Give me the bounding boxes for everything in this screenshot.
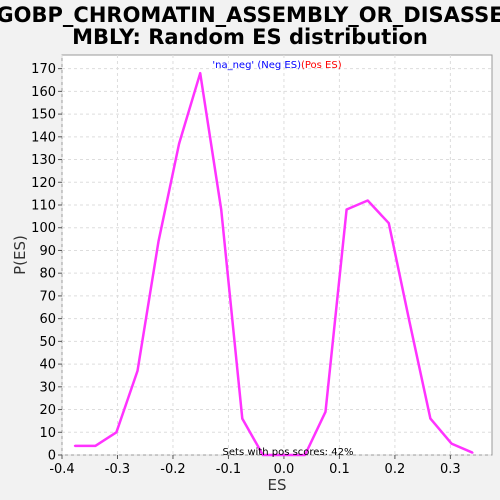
y-tick-label: 150: [31, 108, 56, 123]
data-point: [387, 222, 390, 225]
series-line: [74, 71, 474, 457]
x-tick-label: -0.1: [216, 462, 241, 477]
y-tick-label: 10: [39, 426, 56, 441]
y-tick-label: 0: [48, 449, 56, 464]
axes: 0 10 20 30 40 50 60 70 80 90 100 110 120 130 140 150 160…: [31, 62, 461, 477]
y-tick-label: 140: [31, 130, 56, 145]
x-tick-label: 0.2: [385, 462, 406, 477]
data-point: [429, 417, 432, 420]
data-point: [136, 369, 139, 372]
x-tick-label: 0.3: [440, 462, 461, 477]
x-tick-label: 0.1: [329, 462, 350, 477]
data-point: [157, 240, 160, 243]
y-tick-label: 60: [39, 312, 56, 327]
legend-item-pos: (Pos ES): [301, 60, 342, 71]
x-axis-label: ES: [268, 476, 287, 494]
y-tick-label: 110: [31, 199, 56, 214]
y-axis-label: P(ES): [11, 235, 29, 275]
y-tick-label: 100: [31, 221, 56, 236]
y-tick-label: 80: [39, 267, 56, 282]
series: [73, 71, 474, 457]
data-point: [241, 417, 244, 420]
data-point: [220, 208, 223, 211]
chart-title-line-1: GOBP_CHROMATIN_ASSEMBLY_OR_DISASSE: [0, 3, 500, 27]
x-tick-label: -0.4: [49, 462, 74, 477]
y-tick-label: 70: [39, 289, 56, 304]
y-tick-label: 40: [39, 358, 56, 373]
chart-title-line-2: MBLY: Random ES distribution: [72, 25, 428, 49]
x-tick-label: -0.3: [105, 462, 130, 477]
legend-item-neg: 'na_neg' (Neg ES): [212, 60, 301, 71]
legend: 'na_neg' (Neg ES)(Pos ES): [212, 60, 341, 71]
plot-background: [61, 54, 493, 456]
data-point: [73, 444, 76, 447]
y-tick-label: 20: [39, 403, 56, 418]
data-point: [324, 410, 327, 413]
y-tick-label: 120: [31, 176, 56, 191]
data-point: [178, 142, 181, 145]
x-tick-label: -0.2: [160, 462, 185, 477]
y-tick-label: 130: [31, 153, 56, 168]
data-point: [366, 199, 369, 202]
annotation: Sets with pos scores: 42%: [223, 447, 354, 458]
y-tick-label: 30: [39, 380, 56, 395]
y-tick-label: 170: [31, 62, 56, 77]
data-point: [115, 431, 118, 434]
data-point: [471, 451, 474, 454]
data-point: [282, 454, 285, 456]
data-point: [94, 444, 97, 447]
data-point: [304, 454, 306, 456]
data-point: [408, 319, 411, 322]
x-tick-label: 0.0: [274, 462, 295, 477]
data-point: [345, 208, 348, 211]
y-tick-label: 160: [31, 85, 56, 100]
data-point: [450, 442, 453, 445]
data-point: [199, 72, 202, 75]
y-tick-label: 90: [39, 244, 56, 259]
y-tick-label: 50: [39, 335, 56, 350]
data-point: [261, 454, 264, 456]
